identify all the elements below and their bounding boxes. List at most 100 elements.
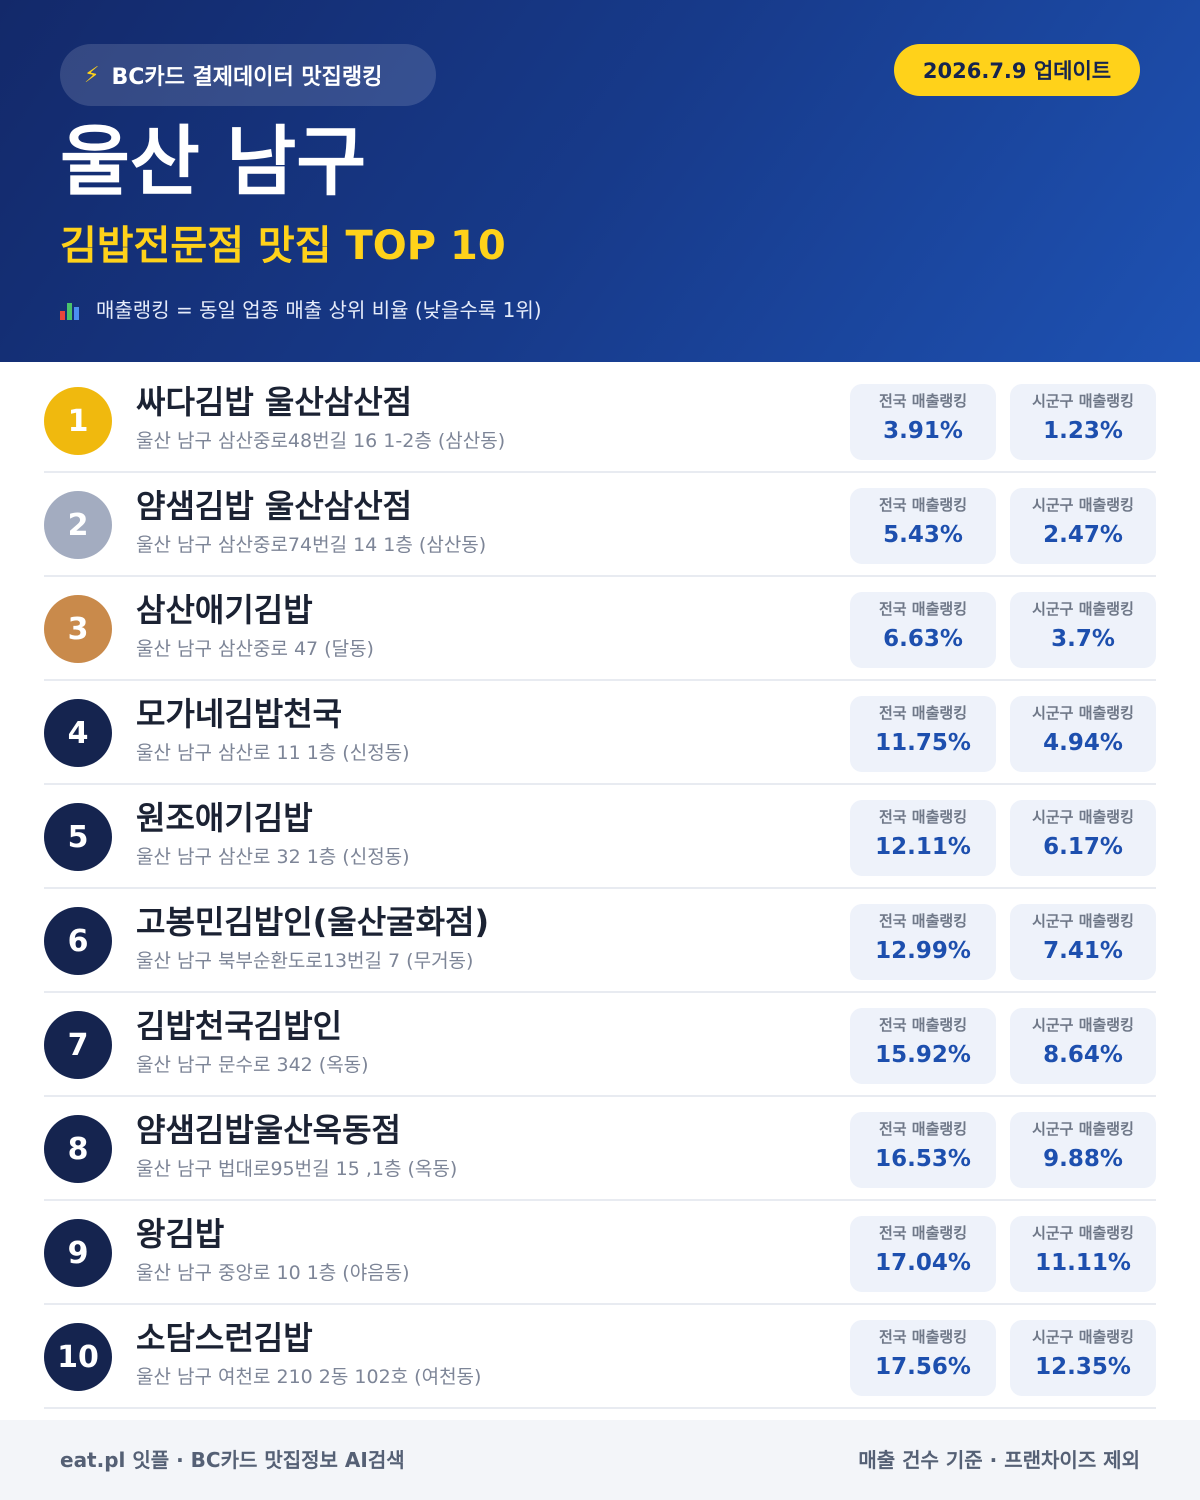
restaurant-name: 얌샘김밥 울산삼산점 [136,487,413,525]
national-ranking-box: 전국 매출랭킹 6.63% [850,592,996,668]
national-ranking-value: 12.99% [875,938,971,964]
footer-source: eat.pl 잇플 · BC카드 맛집정보 AI검색 [60,1448,405,1472]
district-ranking-value: 8.64% [1043,1042,1123,1068]
restaurant-name: 김밥천국김밥인 [136,1007,343,1045]
restaurant-address: 울산 남구 삼산로 11 1층 (신정동) [136,742,410,764]
national-ranking-box: 전국 매출랭킹 17.04% [850,1216,996,1292]
source-badge: ⚡ BC카드 결제데이터 맛집랭킹 [60,44,436,106]
national-ranking-value: 17.04% [875,1250,971,1276]
rank-badge: 1 [44,387,112,455]
district-ranking-box: 시군구 매출랭킹 6.17% [1010,800,1156,876]
district-ranking-box: 시군구 매출랭킹 11.11% [1010,1216,1156,1292]
national-ranking-label: 전국 매출랭킹 [878,600,968,618]
restaurant-name: 원조애기김밥 [136,799,313,837]
restaurant-name: 모가네김밥천국 [136,695,343,733]
rank-badge: 5 [44,803,112,871]
national-ranking-box: 전국 매출랭킹 16.53% [850,1112,996,1188]
national-ranking-value: 12.11% [875,834,971,860]
rank-badge: 10 [44,1323,112,1391]
restaurant-row[interactable]: 1 싸다김밥 울산삼산점 울산 남구 삼산중로48번길 16 1-2층 (삼산동) 전… [44,369,1156,473]
restaurant-name: 고봉민김밥인(울산굴화점) [136,903,490,941]
district-ranking-box: 시군구 매출랭킹 8.64% [1010,1008,1156,1084]
district-ranking-value: 6.17% [1043,834,1123,860]
district-ranking-value: 2.47% [1043,522,1123,548]
district-ranking-value: 3.7% [1051,626,1115,652]
national-ranking-box: 전국 매출랭킹 17.56% [850,1320,996,1396]
district-ranking-label: 시군구 매출랭킹 [1032,704,1134,722]
region-title: 울산 남구 [60,117,367,206]
restaurant-row[interactable]: 6 고봉민김밥인(울산굴화점) 울산 남구 북부순환도로13번길 7 (무거동) 전국… [44,889,1156,993]
footer-criteria: 매출 건수 기준 · 프랜차이즈 제외 [858,1448,1140,1472]
restaurant-name: 소담스런김밥 [136,1319,313,1357]
rank-badge: 7 [44,1011,112,1079]
restaurant-address: 울산 남구 법대로95번길 15 ,1층 (옥동) [136,1158,458,1180]
national-ranking-label: 전국 매출랭킹 [878,1016,968,1034]
district-ranking-box: 시군구 매출랭킹 4.94% [1010,696,1156,772]
source-badge-label: BC카드 결제데이터 맛집랭킹 [111,65,383,90]
national-ranking-value: 17.56% [875,1354,971,1380]
district-ranking-value: 4.94% [1043,730,1123,756]
restaurant-address: 울산 남구 문수로 342 (옥동) [136,1054,369,1076]
restaurant-address: 울산 남구 삼산중로74번길 14 1층 (삼산동) [136,534,487,556]
national-ranking-value: 15.92% [875,1042,971,1068]
district-ranking-box: 시군구 매출랭킹 9.88% [1010,1112,1156,1188]
rank-badge: 3 [44,595,112,663]
national-ranking-box: 전국 매출랭킹 15.92% [850,1008,996,1084]
district-ranking-box: 시군구 매출랭킹 3.7% [1010,592,1156,668]
ranking-note-text: 매출랭킹 = 동일 업종 매출 상위 비율 (낮을수록 1위) [96,298,542,322]
bar-chart-icon [60,300,82,320]
national-ranking-label: 전국 매출랭킹 [878,1328,968,1346]
restaurant-name: 삼산애기김밥 [136,591,313,629]
national-ranking-value: 5.43% [883,522,963,548]
national-ranking-label: 전국 매출랭킹 [878,808,968,826]
district-ranking-box: 시군구 매출랭킹 7.41% [1010,904,1156,980]
district-ranking-label: 시군구 매출랭킹 [1032,1224,1134,1242]
rank-badge: 9 [44,1219,112,1287]
national-ranking-value: 11.75% [875,730,971,756]
district-ranking-label: 시군구 매출랭킹 [1032,600,1134,618]
restaurant-name: 싸다김밥 울산삼산점 [136,383,413,421]
national-ranking-value: 6.63% [883,626,963,652]
national-ranking-label: 전국 매출랭킹 [878,912,968,930]
restaurant-address: 울산 남구 삼산로 32 1층 (신정동) [136,846,410,868]
restaurant-name: 얌샘김밥울산옥동점 [136,1111,401,1149]
district-ranking-label: 시군구 매출랭킹 [1032,1016,1134,1034]
national-ranking-label: 전국 매출랭킹 [878,1224,968,1242]
district-ranking-label: 시군구 매출랭킹 [1032,912,1134,930]
update-badge: 2026.7.9 업데이트 [894,44,1140,96]
national-ranking-label: 전국 매출랭킹 [878,496,968,514]
national-ranking-label: 전국 매출랭킹 [878,1120,968,1138]
restaurant-address: 울산 남구 삼산중로 47 (달동) [136,638,374,660]
restaurant-address: 울산 남구 북부순환도로13번길 7 (무거동) [136,950,474,972]
district-ranking-box: 시군구 매출랭킹 2.47% [1010,488,1156,564]
district-ranking-label: 시군구 매출랭킹 [1032,808,1134,826]
restaurant-row[interactable]: 2 얌샘김밥 울산삼산점 울산 남구 삼산중로74번길 14 1층 (삼산동) 전국 … [44,473,1156,577]
restaurant-address: 울산 남구 여천로 210 2동 102호 (여천동) [136,1366,482,1388]
district-ranking-box: 시군구 매출랭킹 12.35% [1010,1320,1156,1396]
district-ranking-value: 11.11% [1035,1250,1131,1276]
national-ranking-value: 3.91% [883,418,963,444]
national-ranking-label: 전국 매출랭킹 [878,392,968,410]
restaurant-list: 1 싸다김밥 울산삼산점 울산 남구 삼산중로48번길 16 1-2층 (삼산동) 전… [44,369,1156,1409]
district-ranking-label: 시군구 매출랭킹 [1032,1328,1134,1346]
district-ranking-value: 12.35% [1035,1354,1131,1380]
category-title: 김밥전문점 맛집 TOP 10 [60,223,506,269]
restaurant-row[interactable]: 8 얌샘김밥울산옥동점 울산 남구 법대로95번길 15 ,1층 (옥동) 전국 매출… [44,1097,1156,1201]
national-ranking-label: 전국 매출랭킹 [878,704,968,722]
national-ranking-box: 전국 매출랭킹 5.43% [850,488,996,564]
national-ranking-box: 전국 매출랭킹 12.11% [850,800,996,876]
lightning-icon: ⚡ [84,62,100,88]
header-banner: ⚡ BC카드 결제데이터 맛집랭킹 2026.7.9 업데이트 울산 남구 김밥… [0,0,1200,362]
restaurant-address: 울산 남구 중앙로 10 1층 (야음동) [136,1262,410,1284]
rank-badge: 4 [44,699,112,767]
rank-badge: 6 [44,907,112,975]
district-ranking-box: 시군구 매출랭킹 1.23% [1010,384,1156,460]
restaurant-name: 왕김밥 [136,1215,225,1253]
ranking-note: 매출랭킹 = 동일 업종 매출 상위 비율 (낮을수록 1위) [60,294,542,326]
